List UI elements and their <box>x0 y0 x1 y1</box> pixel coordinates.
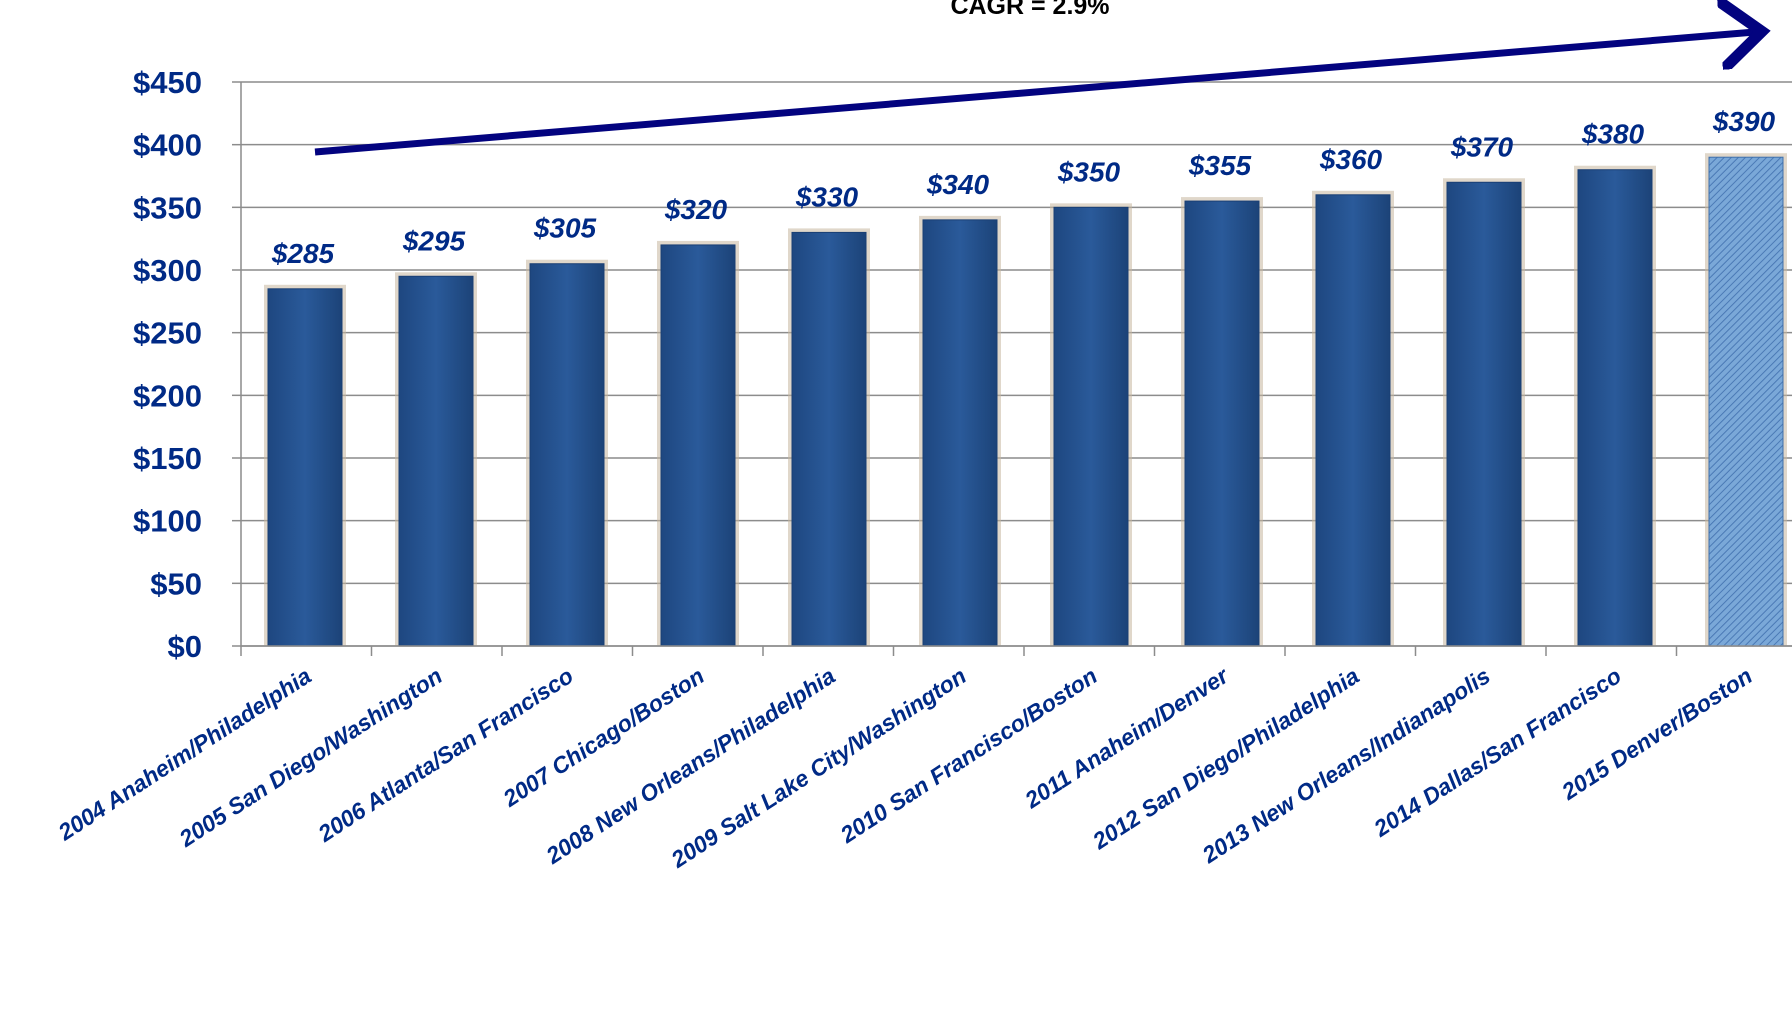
data-label: $285 <box>271 238 335 269</box>
data-label: $305 <box>533 213 597 244</box>
y-axis: $0 $50 $100 $150 $200 $250 $300 $350 $400 $450 <box>133 65 242 664</box>
bar <box>922 219 998 647</box>
data-label: $320 <box>664 194 728 225</box>
data-label: $390 <box>1712 106 1776 137</box>
bar <box>791 231 867 647</box>
bar <box>529 263 605 647</box>
bar <box>1577 169 1653 647</box>
x-tick-label: 2011 Anaheim/Denver <box>1019 662 1233 814</box>
trend-arrow <box>314 32 1755 156</box>
gridlines <box>241 81 1792 647</box>
x-tick-label: 2012 San Diego/Philadelphia <box>1087 662 1364 854</box>
bar <box>267 288 343 647</box>
y-tick-label: $50 <box>150 566 202 601</box>
bars <box>264 153 1787 647</box>
x-tick-label: 2006 Atlanta/San Francisco <box>313 662 578 847</box>
y-tick-label: $400 <box>133 128 202 163</box>
data-label: $355 <box>1188 150 1252 181</box>
x-tick-label: 2004 Anaheim/Philadelphia <box>53 662 316 846</box>
bar <box>1315 194 1391 647</box>
y-tick-label: $250 <box>133 316 202 351</box>
bar <box>1053 206 1129 647</box>
y-tick-label: $0 <box>168 629 202 664</box>
x-tick-label: 2010 San Francisco/Boston <box>835 662 1102 848</box>
y-tick-label: $450 <box>133 65 202 100</box>
data-labels: $285 $295 $305 $320 $330 $340 $350 $355 $360 $370… <box>271 106 1776 269</box>
y-tick-label: $200 <box>133 378 202 413</box>
data-label: $340 <box>926 169 990 200</box>
data-label: $350 <box>1057 156 1121 187</box>
bar <box>660 244 736 647</box>
bar <box>1184 200 1260 647</box>
data-label: $295 <box>402 225 466 256</box>
bar-highlighted <box>1708 156 1784 647</box>
y-tick-label: $100 <box>133 504 202 539</box>
bar <box>1446 181 1522 647</box>
y-tick-label: $150 <box>133 441 202 476</box>
data-label: $330 <box>795 181 859 212</box>
y-tick-label: $350 <box>133 190 202 225</box>
x-tick-label: 2014 Dallas/San Francisco <box>1368 662 1625 842</box>
cagr-annotation: CAGR = 2.9% <box>950 0 1109 20</box>
data-label: $360 <box>1319 144 1383 175</box>
bar <box>398 275 474 647</box>
x-tick-label: 2005 San Diego/Washington <box>174 662 447 852</box>
data-label: $380 <box>1581 119 1645 150</box>
data-label: $370 <box>1450 131 1514 162</box>
y-tick-label: $300 <box>133 253 202 288</box>
